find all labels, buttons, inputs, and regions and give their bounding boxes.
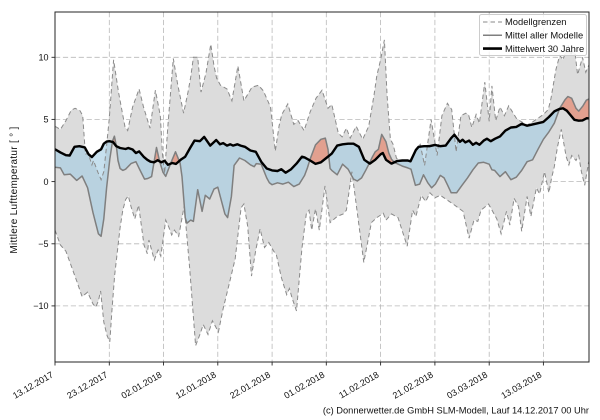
- svg-text:10: 10: [38, 53, 48, 63]
- svg-text:0: 0: [43, 177, 48, 187]
- svg-text:(c) Donnerwetter.de GmbH SLM-M: (c) Donnerwetter.de GmbH SLM-Modell, Lau…: [323, 406, 589, 416]
- svg-text:Mittelwert 30 Jahre: Mittelwert 30 Jahre: [505, 43, 584, 54]
- svg-text:−10: −10: [33, 301, 48, 311]
- svg-text:Mittel aller Modelle: Mittel aller Modelle: [505, 30, 583, 41]
- svg-text:−5: −5: [38, 239, 48, 249]
- svg-text:Mittlere Lufttemperatur [ ° ]: Mittlere Lufttemperatur [ ° ]: [9, 126, 20, 253]
- svg-text:Modellgrenzen: Modellgrenzen: [505, 16, 567, 27]
- svg-text:5: 5: [43, 115, 48, 125]
